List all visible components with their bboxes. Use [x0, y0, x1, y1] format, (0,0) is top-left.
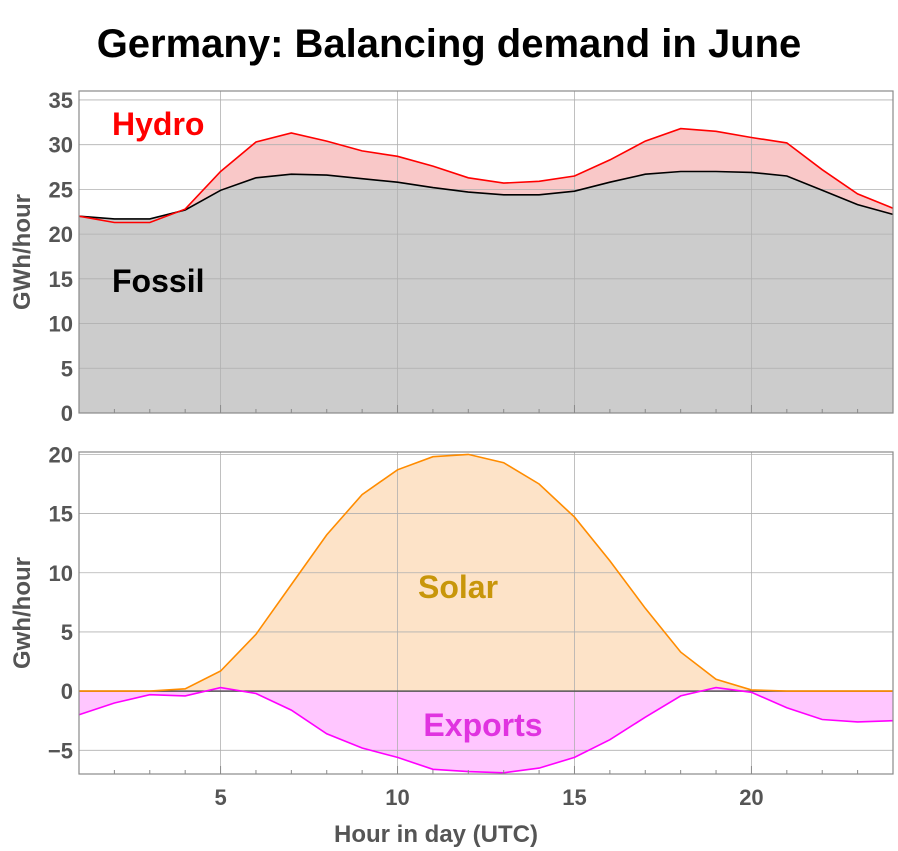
- y-tick-label: 20: [49, 442, 73, 467]
- x-tick-label: 10: [385, 785, 409, 810]
- series-label-exports: Exports: [423, 707, 542, 743]
- y-tick-label: 35: [49, 88, 73, 113]
- fossil-area: [79, 171, 893, 413]
- exports-line: [78, 686, 894, 774]
- y-tick-label: 10: [49, 312, 73, 337]
- y-tick-label: 5: [61, 620, 73, 645]
- y-tick-label: 20: [49, 222, 73, 247]
- hydro-line: [78, 127, 894, 224]
- y-axis-label: GWh/hour: [9, 194, 36, 310]
- x-tick-label: 15: [562, 785, 586, 810]
- y-tick-label: 10: [49, 561, 73, 586]
- hydro-area: [79, 128, 893, 223]
- solar-line: [79, 453, 893, 692]
- y-tick-label: 0: [61, 679, 73, 704]
- y-tick-label: 15: [49, 502, 73, 527]
- x-tick-label: 5: [214, 785, 226, 810]
- chart-title: Germany: Balancing demand in June: [96, 22, 802, 66]
- y-axis-label: Gwh/hour: [9, 557, 36, 669]
- x-tick-label: 20: [739, 785, 763, 810]
- y-tick-label: 5: [61, 356, 73, 381]
- x-axis-label: Hour in day (UTC): [334, 821, 538, 848]
- y-tick-label: 0: [61, 401, 73, 426]
- fossil-line: [78, 170, 894, 220]
- series-label-hydro: Hydro: [112, 106, 204, 142]
- series-label-solar: Solar: [418, 569, 498, 605]
- plot-frame-2: [78, 451, 894, 775]
- y-tick-label: 25: [49, 177, 73, 202]
- y-tick-label: 30: [49, 133, 73, 158]
- exports-area: [79, 687, 893, 773]
- y-tick-label: 15: [49, 267, 73, 292]
- plot-frame-1: [78, 90, 894, 414]
- series-label-fossil: Fossil: [112, 263, 204, 299]
- y-tick-label: −5: [48, 738, 73, 763]
